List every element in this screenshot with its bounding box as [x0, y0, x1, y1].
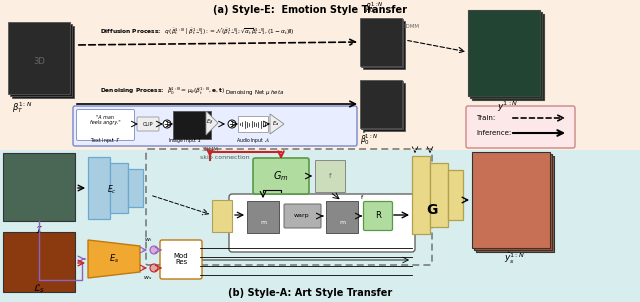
FancyBboxPatch shape: [430, 163, 448, 227]
FancyBboxPatch shape: [326, 201, 358, 233]
FancyBboxPatch shape: [361, 81, 403, 129]
FancyBboxPatch shape: [470, 12, 542, 98]
FancyBboxPatch shape: [412, 156, 430, 234]
FancyBboxPatch shape: [110, 163, 128, 213]
Text: $\mathcal{I}$: $\mathcal{I}$: [35, 224, 43, 235]
Text: $\hat{\beta}_0^{1:N}$: $\hat{\beta}_0^{1:N}$: [360, 130, 378, 147]
FancyBboxPatch shape: [173, 111, 211, 139]
Text: 3DMM: 3DMM: [403, 24, 420, 29]
FancyBboxPatch shape: [212, 200, 232, 232]
FancyBboxPatch shape: [160, 240, 202, 279]
Text: $E_a$: $E_a$: [272, 120, 280, 128]
Polygon shape: [206, 111, 218, 135]
FancyBboxPatch shape: [472, 152, 550, 248]
Text: skip connection: skip connection: [200, 155, 250, 160]
Text: $\mathcal{L}_s$: $\mathcal{L}_s$: [33, 282, 45, 295]
Text: (b) Style-A: Art Style Transfer: (b) Style-A: Art Style Transfer: [228, 288, 392, 298]
Text: 3D: 3D: [33, 57, 45, 66]
FancyBboxPatch shape: [12, 26, 74, 98]
FancyBboxPatch shape: [364, 201, 392, 230]
FancyBboxPatch shape: [476, 156, 554, 252]
Polygon shape: [0, 0, 640, 150]
Circle shape: [150, 264, 158, 272]
FancyBboxPatch shape: [468, 10, 540, 96]
Text: warp: warp: [294, 214, 310, 219]
Circle shape: [150, 246, 158, 254]
Text: Text Input $\mathcal{T}$: Text Input $\mathcal{T}$: [90, 136, 120, 145]
Text: Diffusion Process:  $q\,(\tilde{\beta}_t^{1:N}\mid\tilde{\beta}_{t-1}^{1:N}):=\m: Diffusion Process: $q\,(\tilde{\beta}_t^…: [100, 26, 294, 37]
Text: Image Input $\mathcal{I}$: Image Input $\mathcal{I}$: [168, 136, 202, 145]
FancyBboxPatch shape: [360, 18, 402, 66]
Text: $+$: $+$: [163, 119, 171, 129]
FancyBboxPatch shape: [448, 170, 463, 220]
FancyBboxPatch shape: [77, 110, 134, 140]
Text: $+$: $+$: [228, 119, 236, 129]
Text: f: f: [329, 173, 332, 179]
Text: Train:: Train:: [476, 115, 495, 121]
Text: m: m: [260, 220, 266, 225]
Text: Denoising Process:  $\hat{\beta}_0^{1:N}=\mu_\theta(\tilde{\beta}_t^{1:N},\mathb: Denoising Process: $\hat{\beta}_0^{1:N}=…: [100, 86, 225, 97]
Text: $E_s$: $E_s$: [109, 253, 119, 265]
FancyBboxPatch shape: [253, 158, 309, 194]
Text: f: f: [361, 195, 363, 200]
FancyBboxPatch shape: [73, 106, 357, 146]
Text: CLIP: CLIP: [143, 121, 153, 127]
FancyBboxPatch shape: [360, 80, 402, 128]
FancyBboxPatch shape: [10, 24, 72, 96]
Text: G: G: [426, 203, 438, 217]
Text: (a) Style-E:  Emotion Style Transfer: (a) Style-E: Emotion Style Transfer: [213, 5, 407, 15]
FancyBboxPatch shape: [474, 154, 552, 250]
FancyBboxPatch shape: [229, 194, 415, 252]
Text: Mod
Res: Mod Res: [173, 252, 188, 265]
Text: 3DMM: 3DMM: [202, 147, 218, 152]
FancyBboxPatch shape: [472, 14, 544, 100]
Text: $E_\beta$: $E_\beta$: [206, 118, 214, 128]
Text: Denoising Net $\mu_	heta$: Denoising Net $\mu_ heta$: [225, 88, 285, 97]
FancyBboxPatch shape: [137, 117, 159, 131]
Text: Audio Input $\mathcal{A}$: Audio Input $\mathcal{A}$: [236, 136, 270, 145]
Circle shape: [228, 120, 236, 128]
Polygon shape: [0, 150, 640, 302]
FancyBboxPatch shape: [363, 83, 405, 131]
FancyBboxPatch shape: [3, 153, 75, 221]
FancyBboxPatch shape: [238, 116, 268, 132]
FancyBboxPatch shape: [3, 232, 75, 292]
Text: $\hat{y}_s^{1:N}$: $\hat{y}_s^{1:N}$: [504, 251, 524, 266]
Text: $w_s$: $w_s$: [143, 274, 153, 282]
Text: m: m: [339, 220, 345, 225]
Text: $y^{1:N}$: $y^{1:N}$: [497, 100, 518, 114]
Text: $w_i$: $w_i$: [144, 236, 152, 244]
FancyBboxPatch shape: [466, 106, 575, 148]
FancyBboxPatch shape: [363, 21, 405, 69]
FancyBboxPatch shape: [128, 169, 143, 207]
FancyBboxPatch shape: [315, 160, 345, 192]
Text: $\beta_T^{1:N}$: $\beta_T^{1:N}$: [12, 100, 32, 115]
Circle shape: [163, 120, 171, 128]
FancyBboxPatch shape: [361, 19, 403, 67]
Polygon shape: [88, 240, 140, 278]
FancyBboxPatch shape: [8, 22, 70, 94]
Text: $\beta_0^{1:N}$: $\beta_0^{1:N}$: [365, 0, 384, 15]
FancyBboxPatch shape: [247, 201, 279, 233]
Text: "A man
feels angry.": "A man feels angry.": [90, 114, 120, 125]
FancyBboxPatch shape: [284, 204, 321, 228]
Text: $G_m$: $G_m$: [273, 169, 289, 183]
Text: R: R: [375, 211, 381, 220]
Text: Inference:: Inference:: [476, 130, 511, 136]
FancyBboxPatch shape: [88, 157, 110, 219]
Text: $E_c$: $E_c$: [107, 184, 117, 196]
Polygon shape: [270, 114, 284, 134]
